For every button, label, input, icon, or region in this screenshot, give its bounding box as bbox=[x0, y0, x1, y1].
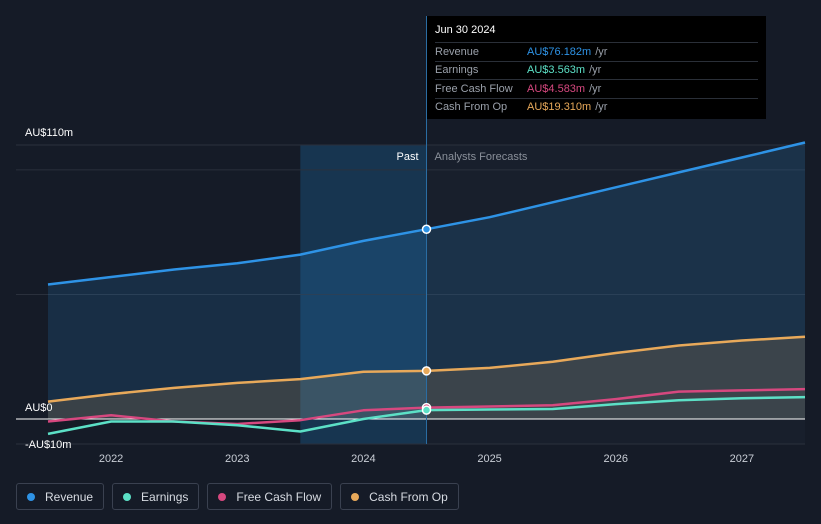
series-markers bbox=[421, 224, 432, 415]
tooltip-label: Cash From Op bbox=[435, 101, 508, 114]
x-axis-ticks: 2022 2023 2024 2025 2026 2027 bbox=[99, 453, 754, 465]
tooltip-label: Free Cash Flow bbox=[435, 82, 513, 95]
legend-label: Revenue bbox=[45, 489, 94, 504]
legend-item-cash-from-op[interactable]: Cash From Op bbox=[340, 483, 459, 510]
legend-label: Earnings bbox=[141, 489, 189, 504]
earnings-marker bbox=[421, 405, 432, 415]
revenue-marker bbox=[421, 224, 432, 234]
x-tick-label: 2022 bbox=[99, 453, 123, 465]
legend-item-earnings[interactable]: Earnings bbox=[112, 483, 200, 510]
tooltip-row-cash-from-op: Cash From Op AU$19.310m /yr bbox=[435, 97, 758, 117]
tooltip-value: AU$19.310m bbox=[527, 101, 592, 114]
tooltip-unit: /yr bbox=[589, 64, 602, 77]
legend-dot-icon bbox=[218, 492, 227, 501]
legend-item-free-cash-flow[interactable]: Free Cash Flow bbox=[207, 483, 333, 510]
legend-dot-icon bbox=[27, 492, 35, 501]
tooltip-unit: /yr bbox=[595, 101, 608, 114]
tooltip-value: AU$3.563m bbox=[527, 64, 586, 77]
gridlines bbox=[16, 144, 805, 445]
legend-label: Free Cash Flow bbox=[236, 489, 322, 504]
legend-dot-icon bbox=[351, 492, 360, 501]
tooltip-label: Earnings bbox=[435, 64, 479, 77]
x-tick-label: 2024 bbox=[351, 453, 375, 465]
forecast-label: Analysts Forecasts bbox=[435, 151, 528, 163]
tooltip-value: AU$76.182m bbox=[527, 45, 592, 58]
y-tick-label-zero: AU$0 bbox=[25, 402, 53, 414]
y-tick-label-negative: -AU$10m bbox=[25, 439, 71, 451]
x-tick-label: 2023 bbox=[225, 453, 249, 465]
tooltip-value: AU$4.583m bbox=[527, 82, 586, 95]
tooltip-row-free-cash-flow: Free Cash Flow AU$4.583m /yr bbox=[435, 79, 758, 98]
cash-from-op-marker bbox=[421, 366, 432, 376]
tooltip-date: Jun 30 2024 bbox=[435, 24, 496, 36]
tooltip-unit: /yr bbox=[595, 45, 608, 58]
x-tick-label: 2026 bbox=[604, 453, 628, 465]
legend-item-revenue[interactable]: Revenue bbox=[16, 483, 105, 510]
x-tick-label: 2027 bbox=[730, 453, 754, 465]
tooltip-row-revenue: Revenue AU$76.182m /yr bbox=[435, 42, 758, 61]
tooltip: Jun 30 2024 Revenue AU$76.182m /yr Earni… bbox=[427, 16, 766, 119]
x-tick-label: 2025 bbox=[477, 453, 501, 465]
legend-dot-icon bbox=[123, 492, 132, 501]
tooltip-label: Revenue bbox=[435, 45, 480, 58]
legend-label: Cash From Op bbox=[369, 489, 448, 504]
past-label: Past bbox=[396, 151, 418, 163]
legend: Revenue Earnings Free Cash Flow Cash Fro… bbox=[16, 483, 459, 510]
tooltip-unit: /yr bbox=[589, 82, 602, 95]
tooltip-row-earnings: Earnings AU$3.563m /yr bbox=[435, 60, 758, 80]
y-tick-label-top: AU$110m bbox=[25, 127, 73, 139]
